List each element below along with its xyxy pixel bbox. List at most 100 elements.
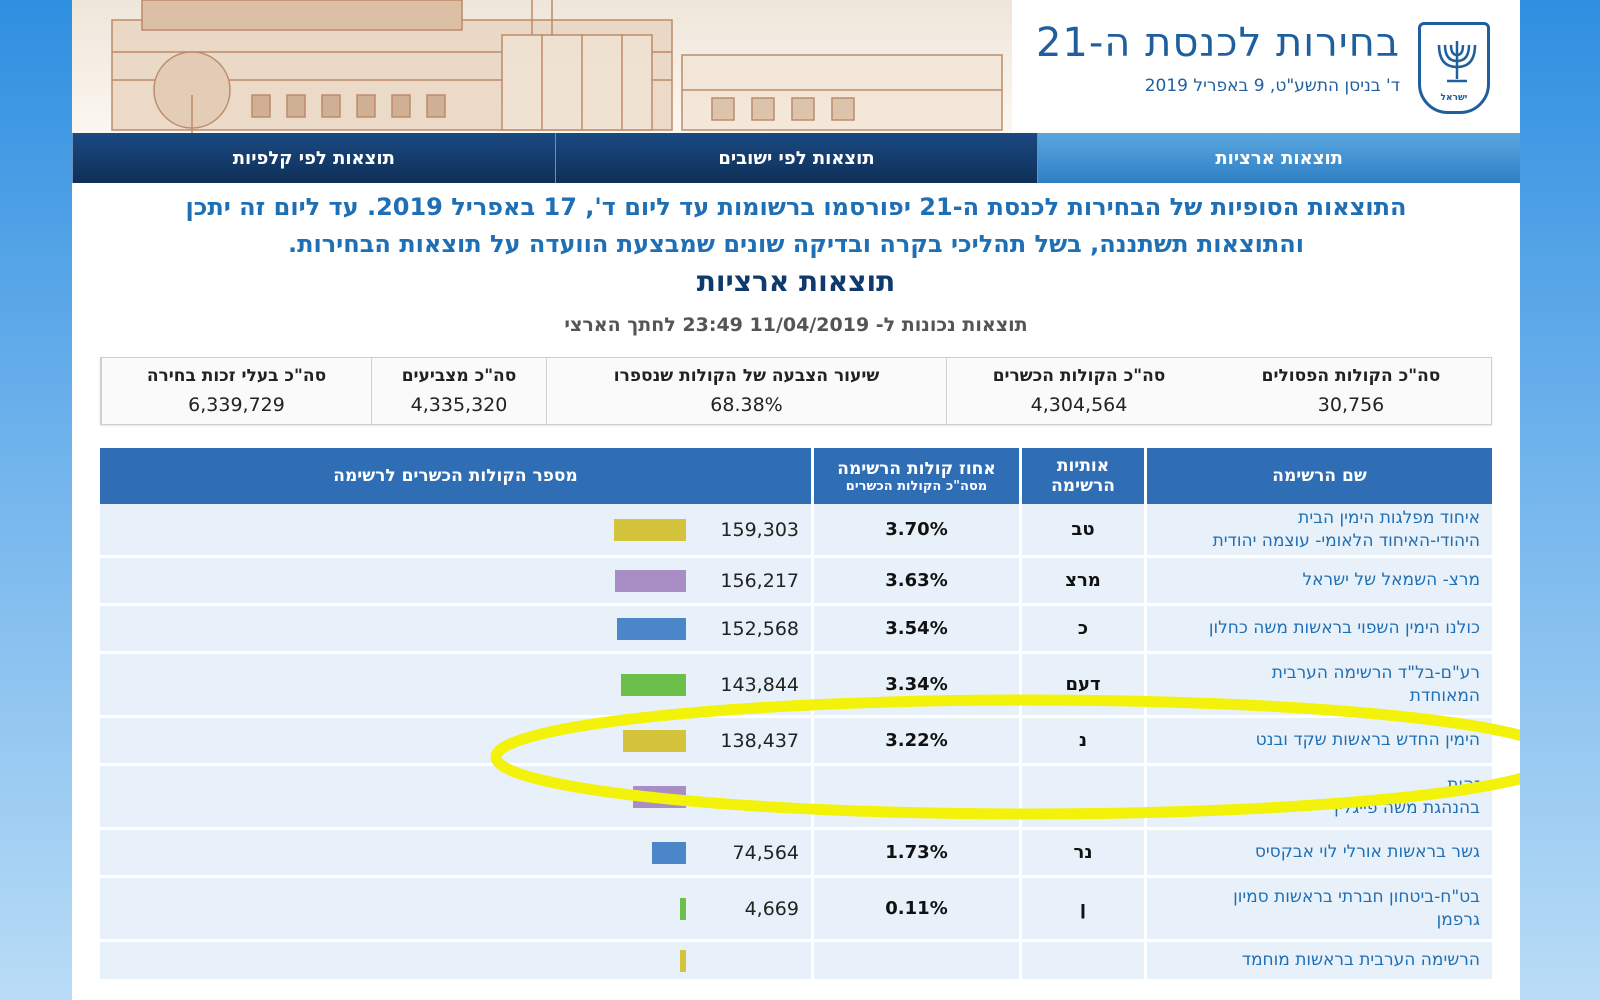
header-list-name: שם הרשימה xyxy=(1144,448,1492,504)
table-row: איחוד מפלגות הימין הבית היהודי-האיחוד הלא… xyxy=(100,504,1492,558)
election-date: ד' בניסן התשע"ט, 9 באפריל 2019 xyxy=(1144,76,1400,96)
header-vote-count: מספר הקולות הכשרים לרשימה xyxy=(333,466,578,486)
table-row: זהות בהנהגת משה פייגלין xyxy=(100,766,1492,830)
vote-count: 159,303 xyxy=(720,518,799,541)
list-name-line-1: הרשימה הערבית בראשות מוחמד xyxy=(1241,950,1480,970)
vote-share-bar xyxy=(633,785,686,808)
list-letters: נר xyxy=(1019,830,1144,875)
site-banner: ישראל בחירות לכנסת ה-21 ד' בניסן התשע"ט,… xyxy=(72,0,1520,133)
table-row: כולנו הימין השפוי בראשות משה כחלון כ 3.54%… xyxy=(100,606,1492,654)
vote-count: 152,568 xyxy=(720,617,799,640)
section-title: תוצאות ארציות xyxy=(696,265,896,298)
list-letters: טב xyxy=(1019,504,1144,555)
list-name-line-1: זהות xyxy=(1447,774,1480,795)
list-letters: ן xyxy=(1019,878,1144,939)
results-tabs: תוצאות ארציות תוצאות לפי ישובים תוצאות ל… xyxy=(72,133,1520,183)
list-letters: דעם xyxy=(1019,654,1144,715)
header-list-letters: אותיות הרשימה xyxy=(1019,448,1144,504)
state-emblem-logo: ישראל xyxy=(1418,22,1490,114)
list-name-line-1: בט"ח-ביטחון חברתי בראשות סמיון xyxy=(1233,886,1480,907)
vote-percentage: 1.73% xyxy=(811,830,1019,875)
list-name-line-1: כולנו הימין השפוי בראשות משה כחלון xyxy=(1208,618,1480,638)
list-name-link[interactable]: הרשימה הערבית בראשות מוחמד xyxy=(1144,942,1492,979)
menorah-icon xyxy=(1437,41,1477,83)
summary-total-voters: סה"כ מצביעים 4,335,320 xyxy=(371,358,546,424)
table-row: מרצ- השמאל של ישראל מרצ 3.63% 156,217 xyxy=(100,558,1492,606)
tab-national-results[interactable]: תוצאות ארציות xyxy=(1037,133,1520,183)
list-letters: מרצ xyxy=(1019,558,1144,603)
emblem-caption: ישראל xyxy=(1440,93,1468,103)
list-name-link[interactable]: איחוד מפלגות הימין הבית היהודי-האיחוד הלא… xyxy=(1144,504,1492,555)
summary-invalid-votes: סה"כ הקולות הפסולים 30,756 xyxy=(1261,366,1441,416)
vote-count-cell: 4,669 xyxy=(100,878,811,939)
vote-count-cell xyxy=(100,766,811,827)
vote-count: 74,564 xyxy=(732,841,799,864)
vote-percentage xyxy=(811,942,1019,979)
vote-percentage: 0.11% xyxy=(811,878,1019,939)
summary-box: סה"כ בעלי זכות בחירה 6,339,729 סה"כ מצבי… xyxy=(100,357,1492,425)
list-name-link[interactable]: זהות בהנהגת משה פייגלין xyxy=(1144,766,1492,827)
vote-count: 4,669 xyxy=(744,897,799,920)
summary-valid-votes: סה"כ הקולות הכשרים 4,304,564 xyxy=(946,358,1211,424)
vote-share-bar xyxy=(680,897,686,920)
table-row: בט"ח-ביטחון חברתי בראשות סמיון גרפמן ן 0.11… xyxy=(100,878,1492,942)
vote-percentage: 3.70% xyxy=(811,504,1019,555)
vote-percentage: 3.34% xyxy=(811,654,1019,715)
vote-share-bar xyxy=(680,949,686,972)
vote-share-bar xyxy=(615,569,686,592)
vote-count-cell: 159,303 xyxy=(100,504,811,555)
vote-share-bar xyxy=(652,841,686,864)
table-row: רע"ם-בל"ד הרשימה הערבית המאוחדת דעם 3.34% 14… xyxy=(100,654,1492,718)
summary-eligible-voters: סה"כ בעלי זכות בחירה 6,339,729 xyxy=(101,358,371,424)
vote-share-bar xyxy=(621,673,686,696)
table-header: שם הרשימה אותיות הרשימה אחוז קולות הרשימ… xyxy=(100,448,1492,504)
page-title: בחירות לכנסת ה-21 xyxy=(1035,20,1400,66)
list-letters xyxy=(1019,942,1144,979)
list-name-link[interactable]: גשר בראשות אורלי לוי אבקסיס xyxy=(1144,830,1492,875)
list-letters xyxy=(1019,766,1144,827)
vote-percentage xyxy=(811,766,1019,827)
list-letters: כ xyxy=(1019,606,1144,651)
list-name-line-1: איחוד מפלגות הימין הבית xyxy=(1298,507,1480,528)
vote-count-cell: 156,217 xyxy=(100,558,811,603)
list-name-line-2: בהנהגת משה פייגלין xyxy=(1334,797,1480,818)
knesset-building-illustration xyxy=(72,0,1012,133)
list-name-line-2: המאוחדת xyxy=(1409,685,1480,706)
vote-percentage: 3.63% xyxy=(811,558,1019,603)
vote-percentage: 3.54% xyxy=(811,606,1019,651)
results-timestamp: תוצאות נכונות ל- 11/04/2019 23:49 לחתך ה… xyxy=(564,314,1028,336)
vote-share-bar xyxy=(617,617,686,640)
list-name-link[interactable]: בט"ח-ביטחון חברתי בראשות סמיון גרפמן xyxy=(1144,878,1492,939)
list-name-line-1: רע"ם-בל"ד הרשימה הערבית xyxy=(1271,662,1480,683)
notice-line-2: והתוצאות תשתננה, בשל תהליכי בקרה ובדיקה … xyxy=(287,230,1304,258)
summary-turnout: שיעור הצבעה של הקולות שנספרו 68.38% xyxy=(546,358,946,424)
list-name-line-2: היהודי-האיחוד הלאומי- עוצמה יהודית xyxy=(1212,530,1480,551)
table-row: הימין החדש בראשות שקד ובנט נ 3.22% 138,437 xyxy=(100,718,1492,766)
list-name-line-2: גרפמן xyxy=(1436,909,1480,930)
tab-results-by-locality[interactable]: תוצאות לפי ישובים xyxy=(554,133,1038,183)
vote-count: 138,437 xyxy=(720,729,799,752)
final-results-notice: התוצאות הסופיות של הבחירות לכנסת ה-21 יפ… xyxy=(92,189,1500,263)
vote-share-bar xyxy=(614,518,686,541)
list-name-link[interactable]: הימין החדש בראשות שקד ובנט xyxy=(1144,718,1492,763)
table-body: איחוד מפלגות הימין הבית היהודי-האיחוד הלא… xyxy=(100,504,1492,982)
page: ישראל בחירות לכנסת ה-21 ד' בניסן התשע"ט,… xyxy=(72,0,1520,1000)
tab-results-by-ballot-box[interactable]: תוצאות לפי קלפיות xyxy=(72,133,555,183)
results-table: שם הרשימה אותיות הרשימה אחוז קולות הרשימ… xyxy=(100,448,1492,982)
list-name-link[interactable]: כולנו הימין השפוי בראשות משה כחלון xyxy=(1144,606,1492,651)
list-name-line-1: גשר בראשות אורלי לוי אבקסיס xyxy=(1254,842,1480,862)
table-row: גשר בראשות אורלי לוי אבקסיס נר 1.73% 74,564 xyxy=(100,830,1492,878)
list-letters: נ xyxy=(1019,718,1144,763)
vote-count-cell: 74,564 xyxy=(100,830,811,875)
vote-count-cell: 138,437 xyxy=(100,718,811,763)
list-name-link[interactable]: רע"ם-בל"ד הרשימה הערבית המאוחדת xyxy=(1144,654,1492,715)
vote-count-cell: 143,844 xyxy=(100,654,811,715)
vote-count: 156,217 xyxy=(720,569,799,592)
table-row: הרשימה הערבית בראשות מוחמד xyxy=(100,942,1492,982)
vote-count-cell xyxy=(100,942,811,979)
list-name-link[interactable]: מרצ- השמאל של ישראל xyxy=(1144,558,1492,603)
list-name-line-1: מרצ- השמאל של ישראל xyxy=(1302,570,1480,590)
header-vote-percentage: אחוז קולות הרשימה מסה"כ הקולות הכשרים xyxy=(811,448,1019,504)
list-name-line-1: הימין החדש בראשות שקד ובנט xyxy=(1255,730,1480,750)
vote-count-cell: 152,568 xyxy=(100,606,811,651)
